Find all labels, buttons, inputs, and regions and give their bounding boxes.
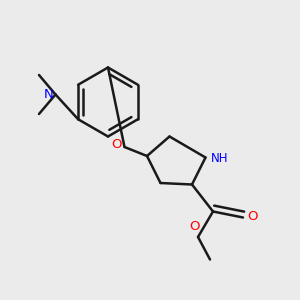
Text: O: O — [112, 138, 122, 151]
Text: O: O — [248, 210, 258, 224]
Text: O: O — [189, 220, 200, 233]
Text: NH: NH — [211, 152, 228, 166]
Text: N: N — [43, 88, 53, 101]
